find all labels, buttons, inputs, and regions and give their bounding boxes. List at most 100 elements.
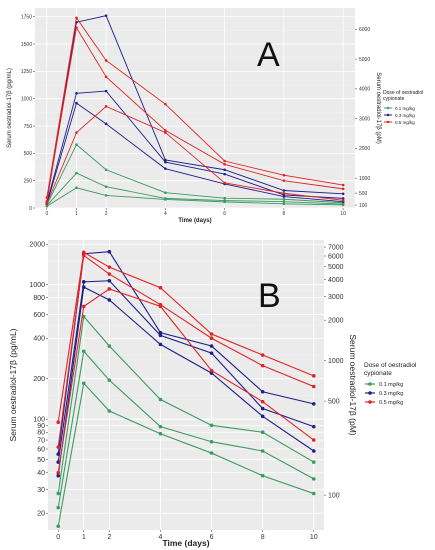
panel-a-y-tick-label: 1000 xyxy=(21,96,32,102)
panel-a-data-point xyxy=(164,158,167,162)
panel-b-x-ticks: 0 1 2 4 6 8 10 xyxy=(56,530,318,541)
panel-a-data-point xyxy=(341,187,345,191)
panel-a-data-point xyxy=(45,204,49,208)
panel-a-x-tick-label: 2 xyxy=(105,211,108,217)
panel-a-legend-item-0-1: 0.1 mg/kg xyxy=(384,106,415,111)
panel-a-data-point xyxy=(104,89,108,93)
panel-a-data-point xyxy=(282,189,286,192)
panel-a-y-tick-label: 750 xyxy=(24,124,33,130)
panel-b-legend-title-1: Dose of oestradiol xyxy=(364,362,417,369)
panel-b-y-right-tick-label: 7000 xyxy=(328,244,344,251)
panel-b-data-point xyxy=(209,451,214,455)
panel-b-legend-label-0-1: 0.1 mg/kg xyxy=(379,382,403,388)
panel-a-data-point xyxy=(282,179,286,182)
panel-b-plot-area xyxy=(48,240,324,530)
panel-b-y-tick-label: 60 xyxy=(37,446,45,453)
panel-b-data-point xyxy=(81,253,86,258)
panel-b-y-tick-label: 1000 xyxy=(29,282,45,289)
panel-b-y-tick-label: 30 xyxy=(37,487,45,494)
panel-b-y-tick-label: 100 xyxy=(33,417,45,424)
panel-a-y-right-tick-label: 6000 xyxy=(359,27,370,33)
panel-b-data-point xyxy=(260,406,265,411)
panel-a-data-point xyxy=(223,168,226,172)
panel-b-data-point xyxy=(158,285,163,290)
panel-a-y-ticks: 0 250 500 750 1000 1250 1500 1750 xyxy=(21,14,35,212)
panel-b-data-point xyxy=(107,249,112,254)
panel-a-legend-title-2: cypionate xyxy=(383,96,405,102)
panel-a-y-right-ticks: 100 500 1000 2000 3000 4000 5000 6000 xyxy=(355,27,370,209)
panel-b-data-point xyxy=(56,491,61,496)
panel-b-data-point xyxy=(209,332,214,336)
panel-b-y-right-axis-label: Serum oestradiol-17β (pM) xyxy=(348,334,358,435)
panel-a-y-right-tick-label: 500 xyxy=(359,191,368,197)
panel-a-data-point xyxy=(104,105,108,108)
panel-b-data-point xyxy=(81,381,86,386)
panel-b-data-point xyxy=(56,445,61,449)
panel-b-data-point xyxy=(107,278,112,283)
panel-b-y-tick-label: 70 xyxy=(37,437,45,444)
panel-b-data-point xyxy=(209,439,214,444)
panel-a-data-point xyxy=(104,122,108,126)
panel-a-data-point xyxy=(75,91,78,95)
panel-b-y-tick-label: 600 xyxy=(33,312,45,319)
panel-a-data-point xyxy=(223,196,226,200)
panel-b-y-right-tick-label: 3000 xyxy=(328,294,344,301)
panel-a-data-point xyxy=(164,129,167,132)
panel-b-x-tick-label: 4 xyxy=(158,534,162,541)
panel-b-y-tick-label: 800 xyxy=(33,295,45,302)
panel-a-data-point xyxy=(164,191,167,194)
panel-b-x-tick-label: 1 xyxy=(82,534,86,541)
panel-b-y-tick-label: 90 xyxy=(37,423,45,430)
panel-b-data-point xyxy=(158,397,163,402)
panel-b-y-tick-label: 200 xyxy=(33,376,45,383)
panel-b-data-point xyxy=(260,473,265,478)
panel-a-series xyxy=(45,14,345,208)
panel-b-x-axis-label: Time (days) xyxy=(162,538,209,548)
panel-b-y-right-tick-label: 1000 xyxy=(328,358,344,365)
panel-a-y-tick-label: 1750 xyxy=(21,14,32,20)
panel-a-legend-label-0-5: 0.5 mg/kg xyxy=(395,120,415,125)
panel-b-data-point xyxy=(107,272,112,276)
panel-b-y-right-tick-label: 4000 xyxy=(328,277,344,284)
panel-a-data-point xyxy=(282,202,286,206)
panel-a-legend-label-0-1: 0.1 mg/kg xyxy=(395,106,415,111)
panel-a-data-point xyxy=(104,194,108,197)
panel-a-data-point xyxy=(341,199,345,202)
panel-a-data-point xyxy=(164,167,167,170)
panel-b-series xyxy=(56,249,316,529)
panel-a-data-point xyxy=(104,14,108,17)
panel-a-y-right-tick-label: 100 xyxy=(359,203,368,209)
panel-a-y-right-tick-label: 4000 xyxy=(359,87,370,93)
panel-b-data-point xyxy=(209,423,214,428)
panel-b-legend-item-0-1: 0.1 mg/kg xyxy=(365,382,403,388)
panel-a-x-tick-label: 0 xyxy=(45,211,48,217)
panel-a-data-point xyxy=(75,186,78,190)
panel-a-data-point xyxy=(223,200,226,204)
panel-b-legend-item-0-3: 0.3 mg/kg xyxy=(365,391,403,397)
panel-b-y-right-ticks: 100 500 1000 2000 3000 4000 5000 6000 7000 xyxy=(324,244,344,500)
panel-a-data-point xyxy=(75,143,78,146)
panel-b-data-point xyxy=(311,424,316,429)
panel-b-data-point xyxy=(260,449,265,453)
panel-b-legend-label-0-3: 0.3 mg/kg xyxy=(379,391,403,397)
panel-b-data-point xyxy=(81,304,86,309)
panel-b-legend-item-0-5: 0.5 mg/kg xyxy=(365,400,403,406)
panel-b-data-point xyxy=(81,280,86,284)
panel-a-y-right-tick-label: 2000 xyxy=(359,146,370,152)
panel-b-data-point xyxy=(311,438,316,442)
panel-b-legend: Dose of oestradiol cypionate 0.1 mg/kg 0… xyxy=(364,362,417,406)
panel-a-data-point xyxy=(104,75,108,79)
panel-b-y-right-tick-label: 6000 xyxy=(328,253,344,260)
panel-b-data-point xyxy=(311,491,316,496)
panel-b-data-point xyxy=(260,389,265,394)
panel-a-data-point xyxy=(341,197,345,200)
panel-b-y-tick-label: 400 xyxy=(33,336,45,343)
panel-b-data-point xyxy=(56,470,61,475)
panel-b-data-point xyxy=(56,524,61,529)
panel-a-data-point xyxy=(282,197,286,201)
panel-b-data-point xyxy=(209,351,214,355)
panel-a-legend-item-0-3: 0.3 mg/kg xyxy=(384,113,415,118)
panel-a-data-point xyxy=(75,131,78,134)
panel-a-data-point xyxy=(341,183,345,187)
panel-a-legend: Dose of oestradiol cypionate 0.1 mg/kg 0… xyxy=(383,90,423,125)
